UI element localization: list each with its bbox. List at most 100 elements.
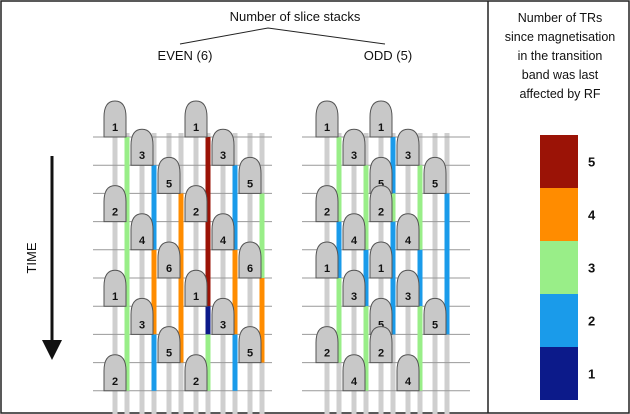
rf-pulse-shape	[396, 213, 420, 251]
rf-pulse-shape	[157, 156, 181, 194]
rf-pulse: 2	[184, 354, 208, 392]
rf-pulse: 1	[315, 100, 339, 138]
rf-pulse-label: 3	[220, 150, 226, 162]
rf-pulse: 5	[238, 326, 262, 364]
magnetisation-segment	[363, 165, 369, 250]
rf-pulse-shape	[184, 354, 208, 392]
magnetisation-segment	[336, 278, 342, 363]
rf-pulse-shape	[103, 269, 127, 307]
rf-pulse-shape	[211, 297, 235, 335]
rf-pulse: 4	[130, 213, 154, 251]
rf-pulse-shape	[342, 354, 366, 392]
rf-pulse-label: 1	[378, 122, 384, 134]
rf-pulse: 2	[315, 326, 339, 364]
legend-title-line: since magnetisation	[505, 30, 616, 44]
rf-pulse: 1	[315, 241, 339, 279]
rf-pulse-shape	[103, 100, 127, 138]
rf-pulse-label: 2	[112, 376, 118, 388]
rf-pulse-label: 5	[166, 178, 172, 190]
rf-pulse: 5	[423, 297, 447, 335]
rf-pulse-label: 3	[139, 319, 145, 331]
rf-pulse-label: 5	[166, 348, 172, 360]
rf-pulse-shape	[315, 326, 339, 364]
gray-line	[139, 133, 145, 414]
rf-pulse: 3	[342, 269, 366, 307]
rf-pulse: 4	[342, 213, 366, 251]
legend-swatch	[540, 241, 578, 294]
even-label: EVEN (6)	[158, 48, 213, 63]
rf-pulse-shape	[396, 354, 420, 392]
rf-pulse: 3	[211, 297, 235, 335]
legend-swatch	[540, 188, 578, 241]
rf-pulse-shape	[369, 100, 393, 138]
rf-pulse-shape	[157, 326, 181, 364]
magnetisation-segment	[178, 278, 184, 363]
rf-pulse-label: 1	[112, 122, 118, 134]
rf-pulse: 2	[315, 185, 339, 223]
legend-swatch	[540, 347, 578, 400]
magnetisation-segment	[151, 193, 157, 250]
magnetisation-segment	[124, 137, 130, 222]
rf-pulse-shape	[315, 100, 339, 138]
rf-pulse: 1	[103, 100, 127, 138]
rf-pulse: 6	[157, 241, 181, 279]
even-panel: 1 3 5 2 4 6 1 3 5 2 4 6 1 3 5 2 1 3 5 2	[93, 100, 272, 414]
rf-pulse-shape	[157, 241, 181, 279]
rf-pulse-label: 4	[139, 235, 146, 247]
magnetisation-segment	[124, 306, 130, 391]
rf-pulse-shape	[423, 156, 447, 194]
legend: Number of TRs since magnetisation in the…	[505, 11, 616, 400]
rf-pulse-label: 5	[432, 319, 438, 331]
rf-pulse-shape	[369, 297, 393, 335]
rf-pulse-label: 5	[432, 178, 438, 190]
rf-pulse: 5	[157, 326, 181, 364]
gray-line	[432, 133, 438, 414]
rf-pulse-label: 3	[405, 150, 411, 162]
rf-pulse-label: 1	[324, 122, 330, 134]
legend-value: 2	[588, 314, 595, 329]
rf-pulse-shape	[103, 185, 127, 223]
legend-value: 3	[588, 261, 595, 276]
rf-pulse-shape	[396, 269, 420, 307]
rf-pulse: 5	[369, 156, 393, 194]
rf-pulse-label: 1	[193, 291, 199, 303]
rf-pulse-shape	[369, 241, 393, 279]
rf-pulse: 2	[369, 326, 393, 364]
rf-pulse: 5	[157, 156, 181, 194]
rf-pulse-label: 5	[378, 178, 384, 190]
magnetisation-segment	[390, 193, 396, 222]
rf-pulse-label: 4	[351, 235, 358, 247]
rf-pulse: 3	[396, 128, 420, 166]
magnetisation-segment	[390, 278, 396, 335]
magnetisation-segment	[259, 278, 265, 363]
rf-pulse-shape	[315, 185, 339, 223]
time-label: TIME	[24, 242, 39, 273]
rf-pulse-shape	[130, 213, 154, 251]
rf-pulse: 3	[342, 128, 366, 166]
legend-value: 1	[588, 367, 595, 382]
rf-pulse-label: 1	[378, 263, 384, 275]
rf-pulse-shape	[369, 156, 393, 194]
rf-pulse-shape	[342, 269, 366, 307]
magnetisation-segment	[205, 137, 211, 307]
rf-pulse: 1	[369, 100, 393, 138]
legend-swatch	[540, 135, 578, 188]
rf-pulse-label: 6	[166, 263, 172, 275]
magnetisation-segment	[232, 334, 238, 391]
rf-pulse-label: 2	[193, 376, 199, 388]
legend-value: 4	[588, 208, 596, 223]
rf-pulse-label: 2	[193, 207, 199, 219]
rf-pulse: 2	[103, 354, 127, 392]
rf-pulse-label: 3	[351, 291, 357, 303]
rf-pulse-shape	[238, 241, 262, 279]
rf-pulse-shape	[342, 128, 366, 166]
magnetisation-segment	[336, 221, 342, 278]
rf-pulse-label: 4	[405, 235, 412, 247]
rf-pulse-shape	[238, 156, 262, 194]
magnetisation-segment	[151, 249, 157, 335]
rf-pulse-label: 3	[220, 319, 226, 331]
legend-title-line: affected by RF	[519, 87, 600, 101]
magnetisation-segment	[390, 137, 396, 194]
time-arrow-head	[42, 340, 62, 360]
